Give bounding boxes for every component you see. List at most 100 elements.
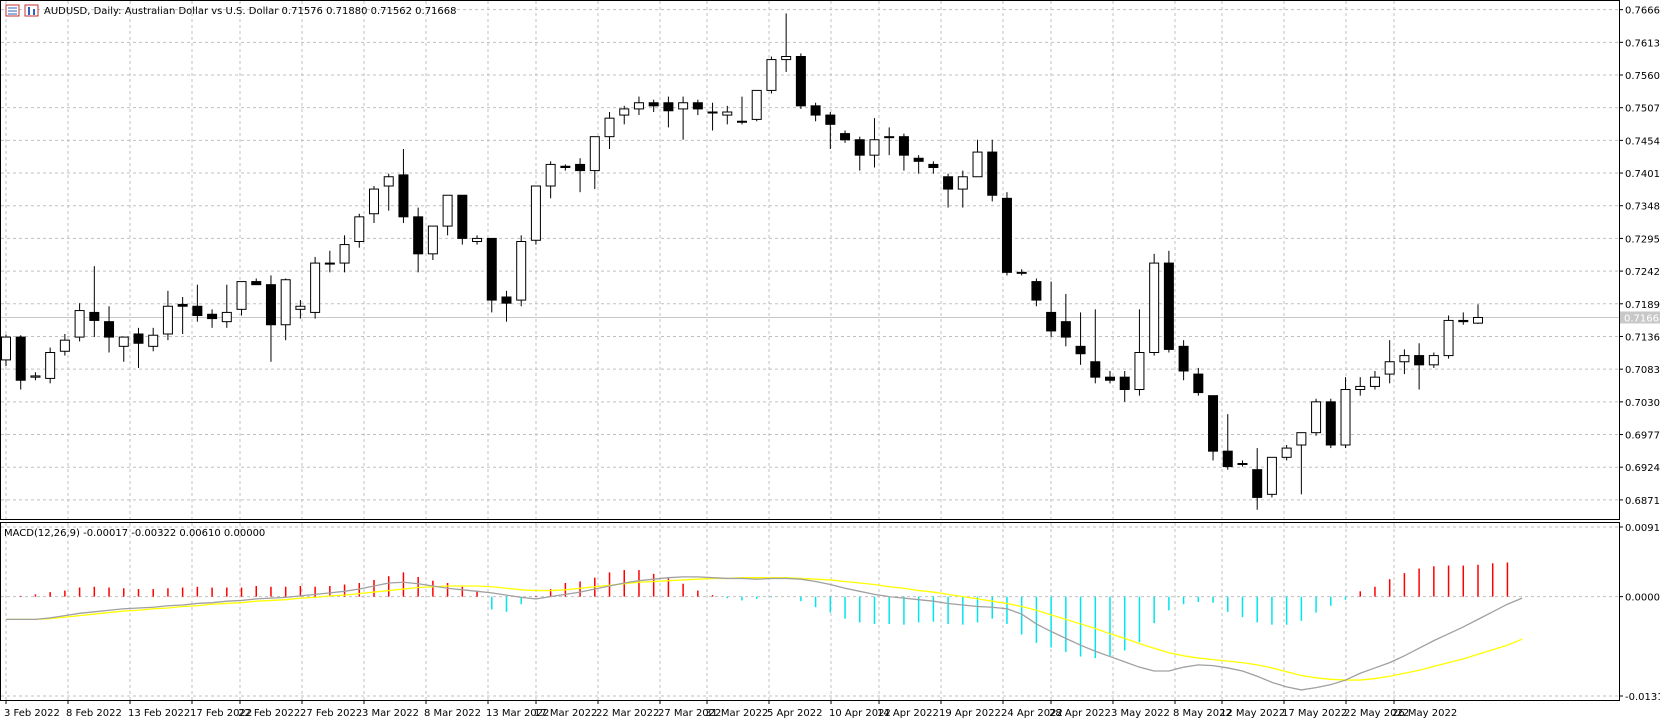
candle[interactable] bbox=[663, 96, 674, 128]
candle[interactable] bbox=[398, 149, 409, 223]
candle[interactable] bbox=[192, 284, 203, 322]
candle[interactable] bbox=[413, 207, 424, 273]
candle[interactable] bbox=[221, 284, 232, 328]
candle[interactable] bbox=[1473, 304, 1483, 325]
candle[interactable] bbox=[354, 213, 365, 248]
candle[interactable] bbox=[265, 275, 276, 362]
candle[interactable] bbox=[133, 327, 144, 368]
candle[interactable] bbox=[236, 281, 247, 316]
candle[interactable] bbox=[1355, 377, 1366, 396]
candle[interactable] bbox=[987, 139, 998, 202]
candle[interactable] bbox=[1443, 315, 1454, 359]
candle[interactable] bbox=[722, 105, 733, 125]
candle[interactable] bbox=[1, 334, 11, 367]
candle[interactable] bbox=[45, 347, 56, 384]
candle[interactable] bbox=[369, 186, 379, 223]
candle[interactable] bbox=[1060, 293, 1071, 347]
period-icon[interactable] bbox=[24, 4, 39, 17]
candle[interactable] bbox=[1340, 377, 1351, 449]
candle[interactable] bbox=[1311, 398, 1322, 436]
candle[interactable] bbox=[486, 237, 497, 313]
candle[interactable] bbox=[575, 158, 586, 193]
candle[interactable] bbox=[1399, 349, 1410, 375]
candle[interactable] bbox=[1237, 460, 1248, 467]
candle[interactable] bbox=[781, 13, 792, 72]
candle[interactable] bbox=[280, 278, 291, 341]
candle[interactable] bbox=[310, 256, 321, 319]
candle[interactable] bbox=[560, 164, 571, 171]
candle[interactable] bbox=[457, 194, 468, 245]
candle[interactable] bbox=[751, 89, 762, 122]
candle[interactable] bbox=[104, 306, 115, 353]
candle[interactable] bbox=[737, 96, 747, 125]
candle[interactable] bbox=[1149, 253, 1160, 356]
candle[interactable] bbox=[1208, 395, 1219, 461]
candle[interactable] bbox=[898, 133, 909, 171]
candle[interactable] bbox=[1428, 352, 1439, 368]
candle[interactable] bbox=[795, 53, 806, 109]
candle[interactable] bbox=[869, 118, 880, 168]
candle[interactable] bbox=[1001, 192, 1012, 276]
candle[interactable] bbox=[545, 161, 556, 199]
candle[interactable] bbox=[1163, 250, 1174, 353]
candle[interactable] bbox=[854, 136, 865, 171]
candle[interactable] bbox=[825, 112, 836, 149]
candle[interactable] bbox=[1296, 432, 1307, 495]
candle[interactable] bbox=[928, 161, 939, 174]
candle[interactable] bbox=[707, 102, 718, 131]
candle[interactable] bbox=[442, 194, 453, 236]
candle[interactable] bbox=[957, 170, 968, 208]
candle[interactable] bbox=[1119, 371, 1130, 402]
candle[interactable] bbox=[339, 235, 350, 273]
candle[interactable] bbox=[472, 235, 483, 245]
candle[interactable] bbox=[427, 225, 438, 260]
candle[interactable] bbox=[1075, 312, 1086, 365]
candle[interactable] bbox=[913, 155, 924, 174]
candle[interactable] bbox=[1031, 278, 1042, 307]
candle[interactable] bbox=[1016, 269, 1027, 276]
candle[interactable] bbox=[74, 303, 85, 342]
candle[interactable] bbox=[589, 136, 600, 190]
candle[interactable] bbox=[692, 99, 703, 116]
candle[interactable] bbox=[1178, 340, 1189, 381]
chart-list-icon[interactable] bbox=[5, 4, 20, 17]
candle[interactable] bbox=[295, 300, 306, 319]
candle[interactable] bbox=[516, 235, 527, 307]
candle[interactable] bbox=[604, 112, 615, 149]
candle[interactable] bbox=[59, 334, 70, 356]
candle[interactable] bbox=[1414, 343, 1425, 390]
candle[interactable] bbox=[251, 278, 262, 286]
candle[interactable] bbox=[162, 290, 173, 341]
candle[interactable] bbox=[943, 173, 954, 208]
candle[interactable] bbox=[678, 96, 689, 140]
candle[interactable] bbox=[972, 139, 983, 178]
candle[interactable] bbox=[1046, 281, 1057, 338]
candle[interactable] bbox=[324, 250, 335, 273]
candle[interactable] bbox=[1369, 371, 1380, 390]
candle[interactable] bbox=[810, 102, 821, 122]
price-panel[interactable] bbox=[0, 0, 1620, 520]
candle[interactable] bbox=[207, 309, 218, 328]
candle[interactable] bbox=[840, 130, 851, 143]
candle[interactable] bbox=[177, 297, 188, 334]
candle[interactable] bbox=[766, 56, 777, 94]
candle[interactable] bbox=[501, 290, 512, 322]
candle[interactable] bbox=[383, 173, 394, 211]
candle[interactable] bbox=[1384, 340, 1395, 384]
candle[interactable] bbox=[15, 335, 26, 390]
candle[interactable] bbox=[30, 372, 41, 381]
candle[interactable] bbox=[1252, 448, 1263, 510]
candle[interactable] bbox=[89, 266, 100, 338]
candle[interactable] bbox=[1281, 445, 1292, 461]
candle[interactable] bbox=[619, 105, 630, 125]
macd-panel[interactable] bbox=[0, 522, 1620, 701]
candle[interactable] bbox=[1325, 398, 1336, 449]
candle[interactable] bbox=[118, 336, 129, 362]
candle[interactable] bbox=[148, 327, 159, 352]
candle[interactable] bbox=[1458, 312, 1469, 325]
candle[interactable] bbox=[1222, 414, 1233, 470]
candle[interactable] bbox=[1090, 309, 1101, 384]
candle[interactable] bbox=[1266, 456, 1277, 498]
candle[interactable] bbox=[1193, 367, 1204, 396]
candle[interactable] bbox=[1105, 371, 1115, 384]
